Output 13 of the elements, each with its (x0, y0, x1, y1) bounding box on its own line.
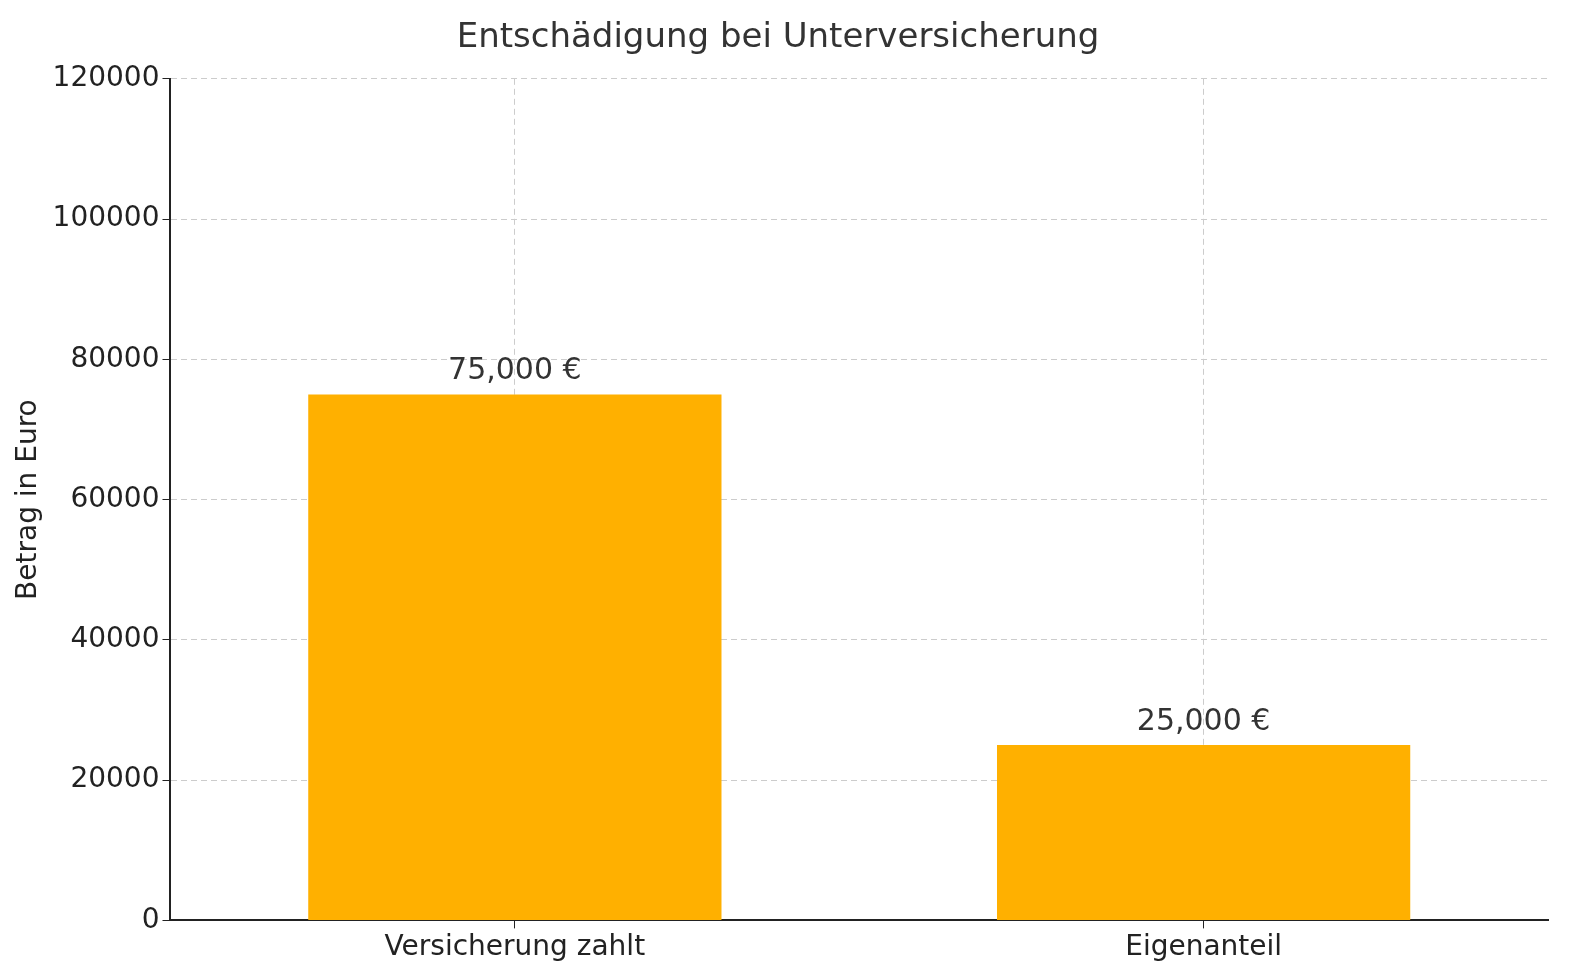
y-tick-label: 120000 (52, 60, 160, 94)
y-tick-label: 40000 (70, 621, 160, 655)
data-label: 25,000 € (1136, 701, 1271, 737)
y-axis-title: Betrag in Euro (10, 399, 44, 600)
x-tick-label: Versicherung zahlt (384, 929, 646, 963)
data-label: 75,000 € (448, 351, 582, 387)
y-tick-label: 0 (141, 901, 160, 935)
chart-title: Entschädigung bei Unterversicherung (456, 15, 1100, 56)
y-tick-label: 20000 (70, 761, 160, 795)
y-tick-label: 100000 (52, 200, 160, 234)
x-tick-label: Eigenanteil (1125, 929, 1283, 963)
y-tick-label: 80000 (70, 340, 160, 374)
y-tick-label: 60000 (70, 480, 160, 514)
